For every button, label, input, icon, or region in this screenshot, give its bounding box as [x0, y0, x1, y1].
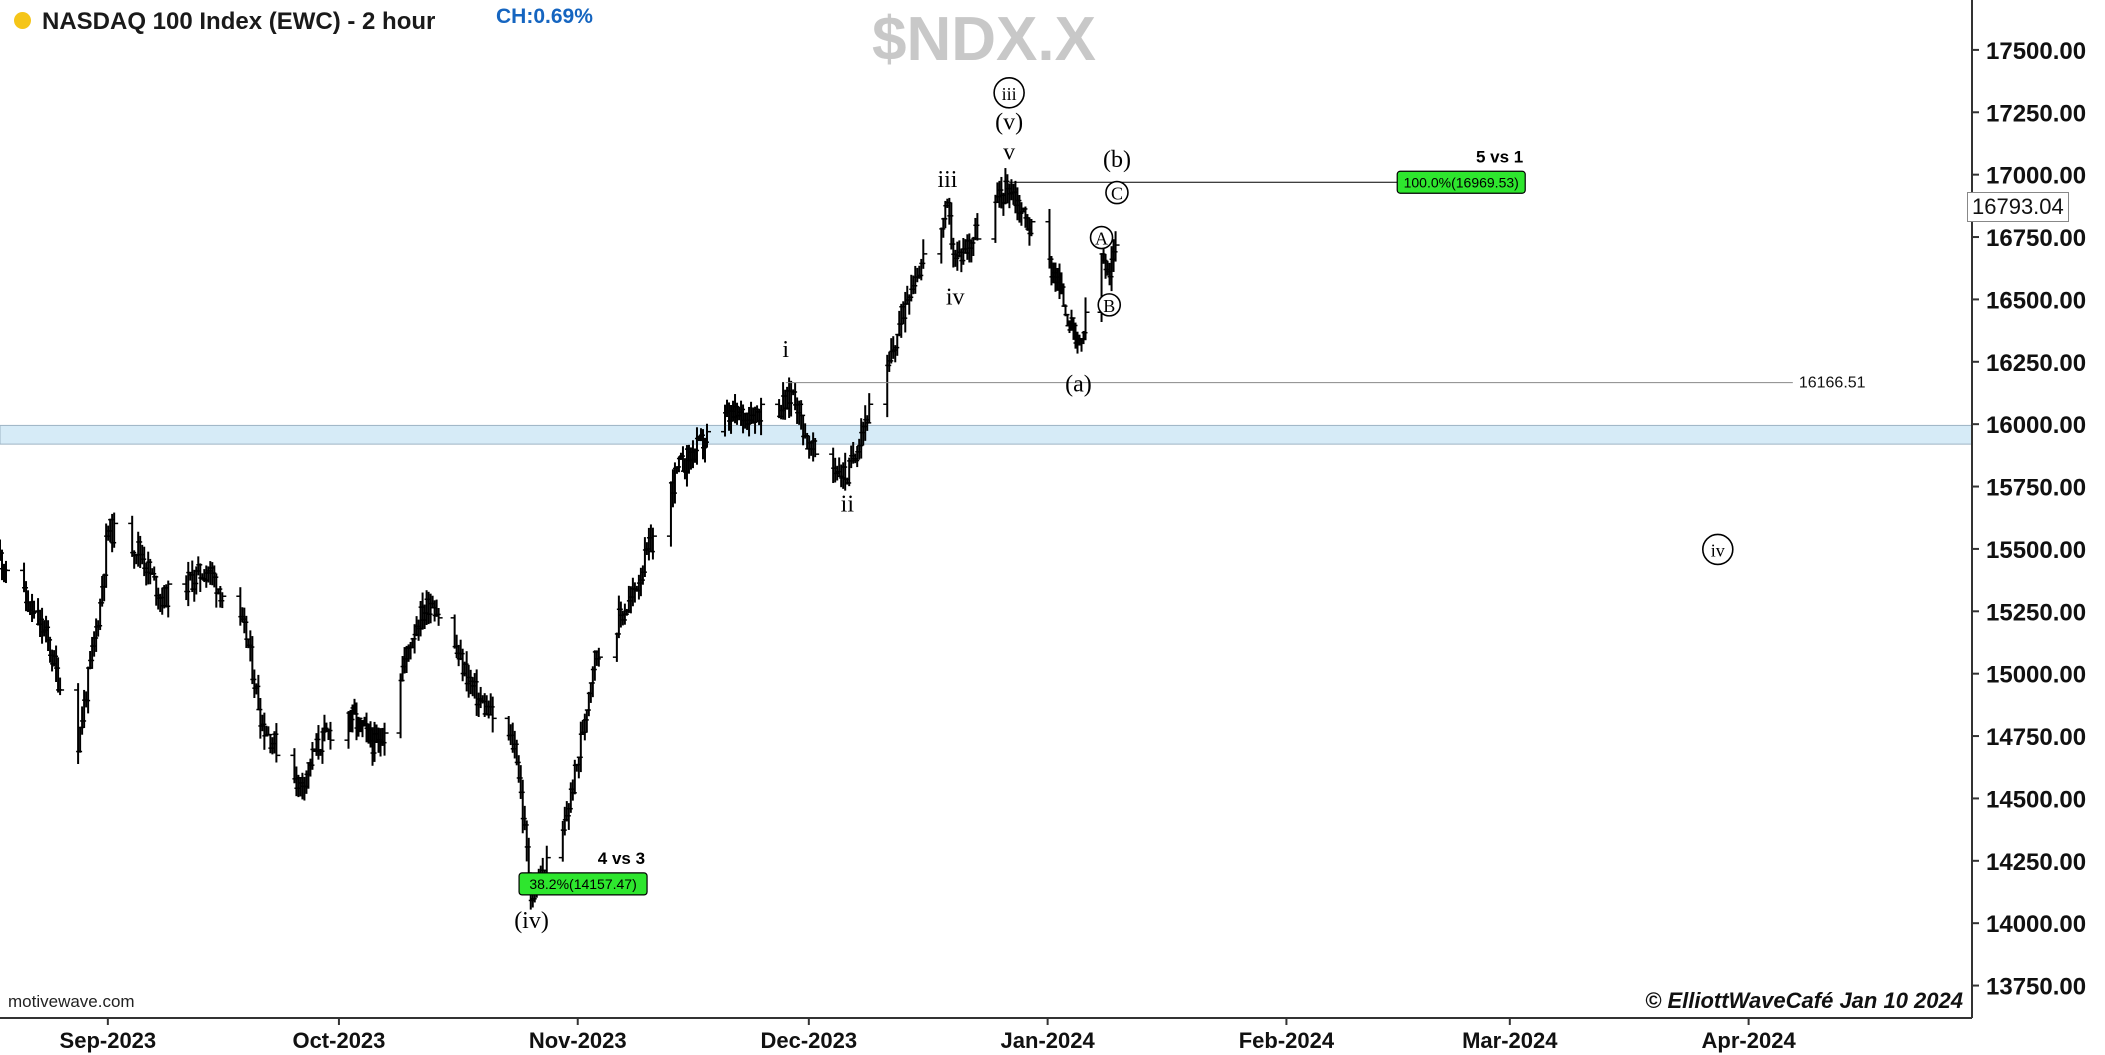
y-tick-label: 14500.00 [1986, 786, 2086, 813]
x-tick-label: Dec-2023 [761, 1028, 858, 1053]
wave-label: A [1095, 229, 1108, 249]
wave-label: iii [937, 167, 957, 193]
wave-label-circle [1701, 533, 1734, 566]
y-tick-label: 13750.00 [1986, 974, 2086, 1001]
x-tick-label: Nov-2023 [529, 1028, 627, 1053]
fib-label: 100.0%(16969.53) [1404, 174, 1519, 190]
fib-label-box [518, 872, 648, 896]
wave-label: i [782, 337, 789, 363]
fib-callout: 4 vs 3 [598, 849, 645, 868]
x-tick-label: Oct-2023 [292, 1028, 385, 1053]
wave-label: C [1111, 184, 1123, 204]
fib-label-box [1396, 170, 1526, 194]
level-label: 16166.51 [1799, 375, 1866, 392]
change-percent: CH:0.69% [496, 5, 593, 28]
wave-label: (b) [1103, 147, 1131, 173]
y-tick-label: 16500.00 [1986, 287, 2086, 314]
wave-label: (a) [1065, 372, 1092, 398]
symbol-watermark: $NDX.X [872, 5, 1096, 74]
chart-title: NASDAQ 100 Index (EWC) - 2 hour [42, 8, 436, 35]
y-tick-label: 15500.00 [1986, 537, 2086, 564]
y-tick-label: 15750.00 [1986, 475, 2086, 502]
x-tick-label: Feb-2024 [1239, 1028, 1335, 1053]
y-tick-label: 17250.00 [1986, 100, 2086, 127]
x-tick-label: Jan-2024 [1001, 1028, 1096, 1053]
wave-label: ii [841, 491, 855, 517]
wave-label: iii [1002, 84, 1017, 104]
level-label-bg [1792, 370, 1873, 393]
y-tick-label: 17000.00 [1986, 163, 2086, 190]
copyright-label: © ElliottWaveCafé Jan 10 2024 [1645, 988, 1963, 1013]
fib-callout: 5 vs 1 [1476, 147, 1523, 166]
wave-label-circle [993, 77, 1025, 109]
y-tick-label: 16000.00 [1986, 412, 2086, 439]
wave-label-circle [1089, 225, 1114, 250]
fib-label: 38.2%(14157.47) [529, 876, 636, 892]
y-tick-label: 14750.00 [1986, 724, 2086, 751]
source-label: motivewave.com [8, 992, 135, 1011]
y-tick-label: 15000.00 [1986, 662, 2086, 689]
y-tick-label: 16750.00 [1986, 225, 2086, 252]
wave-label: (v) [995, 110, 1023, 136]
x-tick-label: Mar-2024 [1462, 1028, 1558, 1053]
y-tick-label: 17500.00 [1986, 38, 2086, 65]
last-price-marker: 16793.04 [1967, 192, 2069, 222]
y-tick-label: 16250.00 [1986, 350, 2086, 377]
y-tick-label: 14000.00 [1986, 911, 2086, 938]
price-axis-bg [1972, 0, 2105, 1055]
wave-label-circle [1105, 180, 1129, 205]
y-tick-label: 15250.00 [1986, 599, 2086, 626]
wave-label: iv [946, 284, 965, 310]
wave-label: iv [1711, 540, 1725, 560]
wave-label: v [1003, 140, 1015, 166]
wave-label: (iv) [514, 908, 549, 934]
x-tick-label: Apr-2024 [1702, 1028, 1797, 1053]
support-zone [0, 424, 1973, 445]
x-tick-label: Sep-2023 [60, 1028, 157, 1053]
status-dot-icon [14, 12, 31, 29]
wave-label-circle [1097, 293, 1122, 317]
wave-label: B [1103, 296, 1115, 316]
y-tick-label: 14250.00 [1986, 849, 2086, 876]
